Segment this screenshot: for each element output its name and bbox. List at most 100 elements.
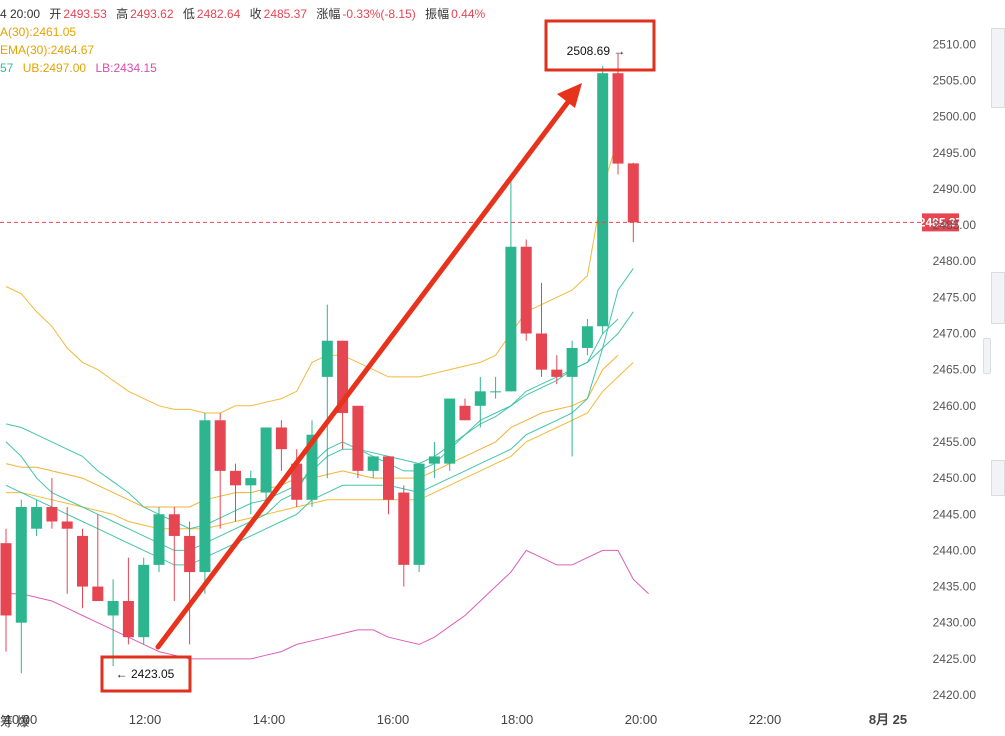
x-tick-label: 8月 25 (869, 712, 907, 727)
candle-body (383, 456, 394, 500)
candle-body (153, 514, 165, 565)
candle-body (566, 347, 578, 377)
y-tick-label: 2430.00 (933, 616, 977, 630)
x-tick-label: 20:00 (625, 712, 658, 727)
y-tick-label: 2510.00 (933, 37, 977, 51)
trend-arrow-head (557, 83, 582, 108)
candle-body (291, 463, 303, 500)
candle-body (597, 73, 609, 327)
candle-body (306, 434, 318, 500)
amplitude-label: 振幅 (425, 7, 450, 21)
y-tick-label: 2495.00 (933, 146, 977, 160)
candle-body (627, 163, 639, 223)
open-label: 开 (49, 7, 62, 21)
y-tick-label: 2480.00 (933, 254, 977, 268)
candle-body (536, 333, 547, 370)
candle-body (352, 405, 364, 471)
candle-body (551, 369, 563, 377)
candle-body (77, 535, 88, 587)
low-highlight-box (100, 655, 192, 693)
y-tick-label: 2460.00 (933, 399, 977, 413)
candle-body (230, 470, 241, 486)
candle-body (612, 73, 624, 164)
candle-body (107, 601, 119, 616)
candle-body (444, 398, 456, 464)
indicator-line (6, 549, 649, 660)
scroll-handle[interactable] (983, 338, 991, 374)
candle-body (122, 601, 134, 638)
candle-body (168, 514, 180, 536)
candle-body (337, 340, 349, 414)
y-tick-label: 2500.00 (933, 110, 977, 124)
candle-body (275, 427, 287, 450)
close-label: 收 (249, 7, 262, 21)
high-label: 高 (116, 7, 129, 21)
candle-body (321, 340, 333, 377)
candle-body (260, 427, 272, 493)
y-tick-label: 2450.00 (933, 471, 977, 485)
y-tick-label: 2435.00 (933, 580, 977, 594)
y-tick-label: 2440.00 (933, 543, 977, 557)
x-tick-label: 10:00 (5, 712, 38, 727)
y-tick-label: 2505.00 (933, 73, 977, 87)
x-tick-label: 22:00 (749, 712, 782, 727)
candle-body (367, 456, 379, 471)
candle-body (474, 391, 486, 406)
candle-body (398, 492, 410, 565)
y-tick-label: 2490.00 (933, 182, 977, 196)
side-panel-tab-middle[interactable] (991, 272, 1005, 324)
time-value: 4 20:00 (0, 7, 41, 21)
candle-body (184, 535, 196, 573)
x-tick-label: 18:00 (501, 712, 534, 727)
indicator-line (6, 362, 634, 530)
low-value: 2482.64 (196, 7, 241, 21)
y-tick-label: 2485.00 (933, 218, 977, 232)
candle-body (520, 246, 532, 334)
side-panel-tab-top[interactable] (991, 28, 1005, 108)
candle-body (0, 543, 12, 616)
change-label: 涨幅 (316, 7, 341, 21)
x-tick-label: 16:00 (377, 712, 410, 727)
candle-body (61, 521, 73, 529)
candle-body (46, 507, 58, 522)
ohlc-info: 4 20:00 开 2493.53 高 2493.62 低 2482.64 收 2485… (0, 6, 491, 22)
current-price-badge (922, 213, 959, 232)
ma-info: A(30):2461.05 (0, 25, 77, 39)
candle-body (505, 246, 517, 392)
boll-info: 57 UB:2497.00 LB:2434.15 (0, 60, 163, 76)
close-value: 2485.37 (263, 7, 308, 21)
candle-body (490, 391, 502, 393)
x-tick-label: 12:00 (129, 712, 162, 727)
candle-body (138, 564, 150, 638)
open-value: 2493.53 (63, 7, 107, 21)
candle-body (428, 456, 440, 464)
y-tick-label: 2470.00 (933, 327, 977, 341)
indicator-line (5, 268, 634, 566)
y-tick-label: 2445.00 (933, 507, 977, 521)
candle-body (15, 507, 27, 623)
y-tick-label: 2455.00 (933, 435, 977, 449)
amplitude-value: 0.44% (451, 7, 486, 21)
candle-body (581, 326, 593, 348)
candle-body (31, 507, 43, 529)
current-price-label: 2485.37 (919, 215, 963, 229)
boll-mid-value: 57 (0, 61, 14, 75)
candle-body (245, 478, 257, 486)
candle-body (459, 405, 471, 421)
y-tick-label: 2475.00 (933, 290, 977, 304)
candle-body (199, 420, 211, 573)
indicator-line (5, 311, 634, 530)
trend-arrow-shaft (155, 99, 571, 650)
y-tick-label: 2420.00 (933, 688, 977, 702)
candle-body (214, 420, 226, 471)
high-highlight-box (544, 19, 656, 72)
high-value: 2493.62 (130, 7, 174, 21)
high-annotation: 2508.69 → (567, 44, 626, 58)
side-panel-tab-bottom[interactable] (991, 460, 1005, 496)
change-value: -0.33%(-8.15) (342, 7, 416, 21)
low-annotation: ← 2423.05 (116, 667, 175, 681)
candle-body (413, 463, 425, 565)
ema-info: EMA(30):2464.67 (0, 43, 95, 57)
bottom-right-tools[interactable]: 筹 爆 (0, 714, 30, 729)
